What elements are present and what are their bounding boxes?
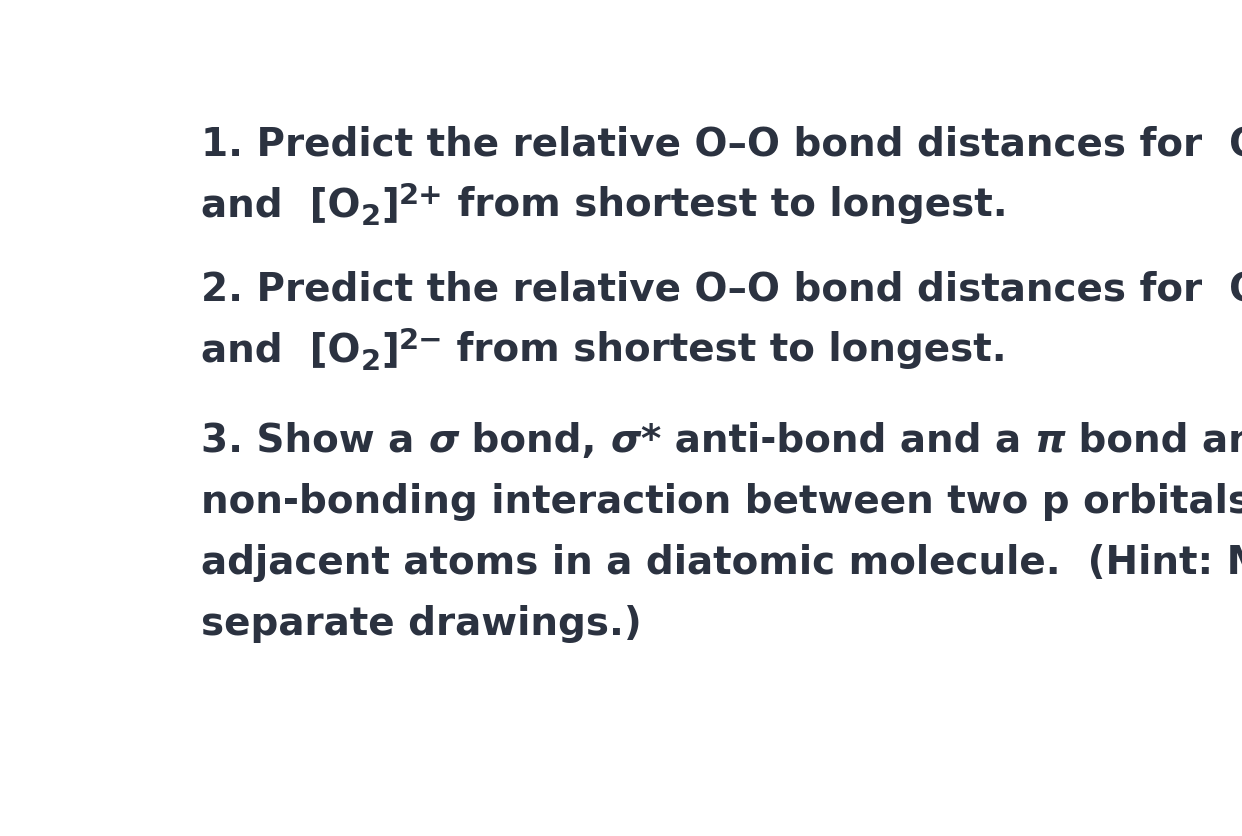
Text: 2: 2 [361, 348, 381, 375]
Text: 2. Predict the relative O–O bond distances for  O: 2. Predict the relative O–O bond distanc… [201, 270, 1242, 308]
Text: 2: 2 [361, 203, 381, 231]
Text: ]: ] [381, 331, 399, 369]
Text: 1. Predict the relative O–O bond distances for  O: 1. Predict the relative O–O bond distanc… [201, 125, 1242, 163]
Text: and  [O: and [O [201, 331, 361, 369]
Text: 2−: 2− [399, 327, 443, 354]
Text: * anti-bond and a: * anti-bond and a [641, 421, 1035, 459]
Text: separate drawings.): separate drawings.) [201, 604, 642, 643]
Text: from shortest to longest.: from shortest to longest. [443, 331, 1007, 369]
Text: adjacent atoms in a diatomic molecule.  (Hint: Make 4: adjacent atoms in a diatomic molecule. (… [201, 543, 1242, 582]
Text: non-bonding interaction between two p orbitals on: non-bonding interaction between two p or… [201, 482, 1242, 520]
Text: 3. Show a: 3. Show a [201, 421, 428, 459]
Text: σ: σ [428, 421, 458, 459]
Text: bond and  a: bond and a [1064, 421, 1242, 459]
Text: σ: σ [610, 421, 641, 459]
Text: 2+: 2+ [399, 182, 443, 210]
Text: and  [O: and [O [201, 186, 361, 224]
Text: from shortest to longest.: from shortest to longest. [443, 186, 1007, 224]
Text: ]: ] [381, 186, 399, 224]
Text: π: π [1035, 421, 1064, 459]
Text: bond,: bond, [458, 421, 610, 459]
